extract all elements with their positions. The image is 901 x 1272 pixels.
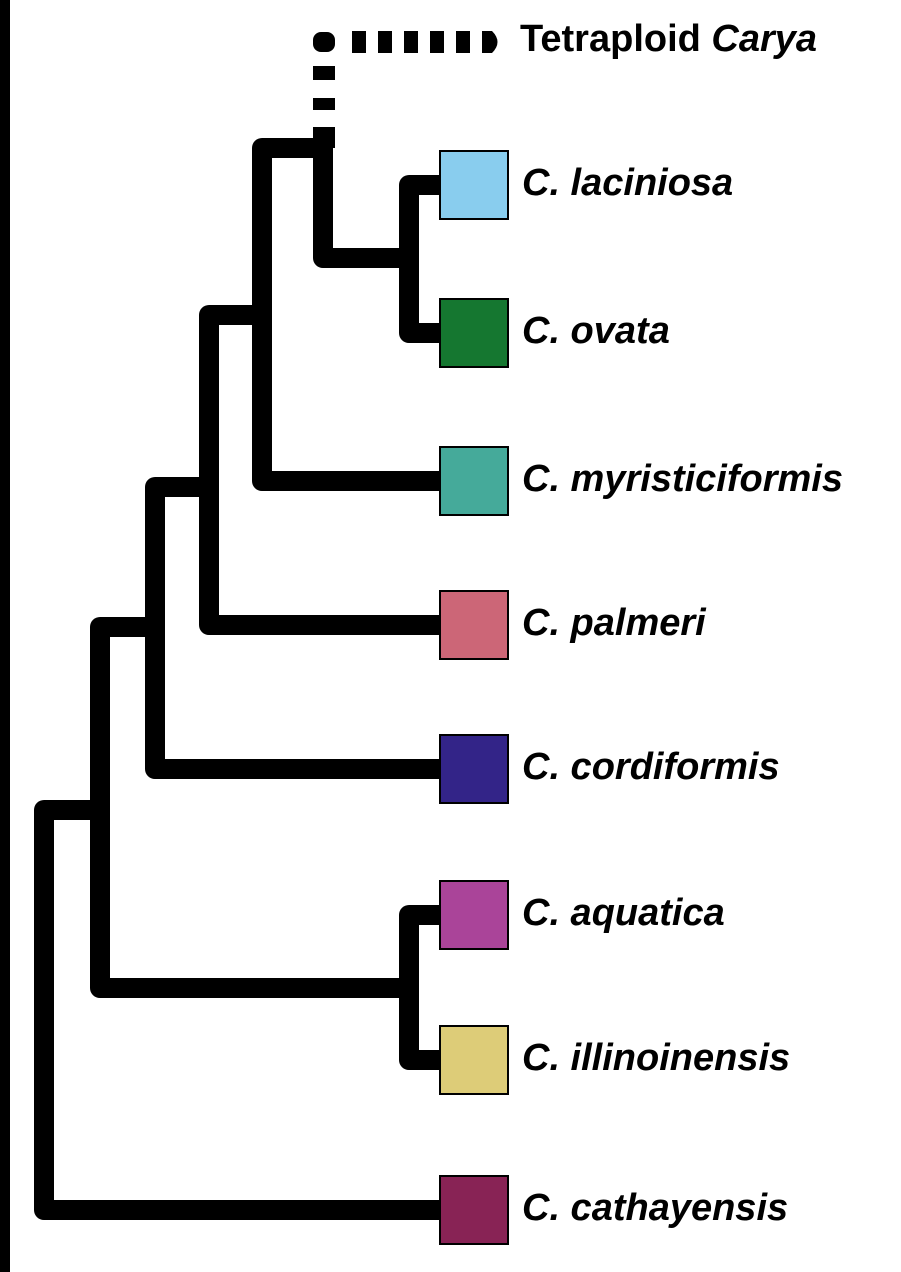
left-edge-bar (0, 0, 10, 1272)
taxon-label-myristiciformis: C. myristiciformis (522, 458, 843, 500)
taxon-label-laciniosa: C. laciniosa (522, 162, 734, 204)
swatch-aquatica (439, 880, 509, 950)
swatch-palmeri (439, 590, 509, 660)
tetraploid-prefix: Tetraploid (520, 18, 701, 60)
taxon-label-palmeri: C. palmeri (522, 602, 706, 644)
taxon-label-cathayensis: C. cathayensis (522, 1187, 789, 1229)
branch-lines (34, 138, 452, 1220)
branch-root (34, 800, 452, 1220)
swatch-cordiformis (439, 734, 509, 804)
swatch-cathayensis (439, 1175, 509, 1245)
tetraploid-genus: Carya (711, 18, 818, 60)
taxon-swatches (439, 150, 509, 1245)
tetraploid-dotted-line (313, 31, 498, 148)
branch-tetraploid-stem (313, 138, 419, 268)
swatch-ovata (439, 298, 509, 368)
tetraploid-carya-label: Tetraploid Carya (520, 17, 817, 61)
taxon-label-aquatica: C. aquatica (522, 892, 725, 934)
taxon-label-cordiformis: C. cordiformis (522, 746, 780, 788)
swatch-laciniosa (439, 150, 509, 220)
branch-palmeri (199, 305, 452, 635)
swatch-illinoinensis (439, 1025, 509, 1095)
swatch-myristiciformis (439, 446, 509, 516)
taxon-label-ovata: C. ovata (522, 310, 670, 352)
taxon-label-illinoinensis: C. illinoinensis (522, 1037, 791, 1079)
